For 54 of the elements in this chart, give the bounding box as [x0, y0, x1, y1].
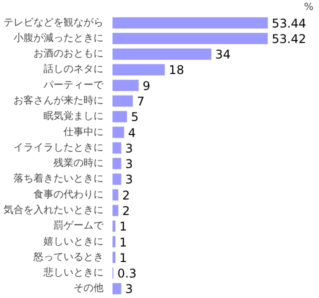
y-tick-label: 小腹が減ったときに	[14, 32, 104, 44]
data-label: 53.44	[272, 16, 306, 30]
bar	[112, 142, 122, 154]
y-tick-label: お客さんが来た時に	[14, 94, 104, 107]
bar	[112, 95, 133, 107]
data-label: 0.3	[117, 266, 136, 281]
y-tick-label: 話しのネタに	[44, 63, 104, 76]
bar	[112, 32, 268, 44]
bar	[112, 64, 165, 76]
y-tick-label: 仕事中に	[64, 126, 104, 138]
data-label: 5	[131, 110, 139, 124]
bar	[112, 252, 116, 264]
data-label: 3	[125, 282, 133, 296]
bar	[112, 220, 116, 232]
data-label: 2	[122, 188, 130, 202]
y-tick-label: パーティーで	[42, 80, 104, 91]
y-tick-label: 罰ゲームで	[54, 220, 104, 232]
y-tick-label: 嬉しいときに	[44, 236, 104, 248]
y-tick-label: 眠気覚ましに	[44, 110, 104, 122]
y-tick-label: テレビなどを観ながら	[4, 17, 104, 28]
data-label: 18	[168, 63, 184, 78]
y-tick-label: 残業の時に	[54, 157, 104, 170]
data-label: 2	[122, 204, 130, 218]
y-tick-label: 怒っているとき	[32, 250, 104, 263]
bar	[112, 126, 124, 138]
bar	[112, 174, 122, 185]
data-label: 1	[119, 220, 128, 234]
bar	[112, 283, 122, 294]
bar	[112, 80, 139, 92]
text: %	[304, 2, 314, 14]
data-label: 1	[119, 250, 128, 265]
data-label: 34	[215, 48, 231, 62]
bar	[112, 189, 118, 200]
bar	[112, 158, 122, 170]
y-tick-label: 悲しいときに	[42, 266, 104, 279]
data-label: 4	[128, 126, 136, 140]
data-label: 3	[125, 157, 133, 172]
y-tick-label: その他	[74, 282, 104, 294]
y-tick-label: 気合を入れたいときに	[4, 204, 104, 216]
data-label: 3	[125, 172, 133, 187]
bar	[112, 48, 212, 60]
data-label: 1	[119, 235, 128, 250]
data-label: 53.42	[272, 32, 306, 46]
bar	[112, 204, 118, 216]
bar	[112, 111, 128, 122]
data-label: 3	[125, 141, 133, 156]
bar	[112, 236, 116, 248]
bar	[112, 17, 268, 28]
y-tick-label: イライラしたときに	[14, 142, 104, 154]
data-label: 9	[142, 78, 150, 93]
y-tick-label: 食事の代わりに	[34, 188, 104, 200]
y-tick-label: お酒のおともに	[34, 48, 104, 60]
data-label: 7	[136, 94, 144, 109]
y-tick-label: 落ち着きたいときに	[14, 172, 104, 185]
